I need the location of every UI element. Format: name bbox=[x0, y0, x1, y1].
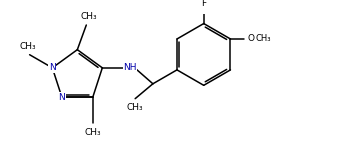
Text: CH₃: CH₃ bbox=[20, 42, 36, 51]
Text: NH: NH bbox=[123, 63, 137, 72]
Text: F: F bbox=[201, 0, 206, 8]
Text: N: N bbox=[58, 93, 65, 102]
Text: N: N bbox=[49, 63, 56, 72]
Text: CH₃: CH₃ bbox=[256, 35, 271, 44]
Text: CH₃: CH₃ bbox=[127, 103, 143, 112]
Text: CH₃: CH₃ bbox=[81, 12, 97, 21]
Text: O: O bbox=[248, 35, 255, 44]
Text: CH₃: CH₃ bbox=[84, 128, 101, 137]
